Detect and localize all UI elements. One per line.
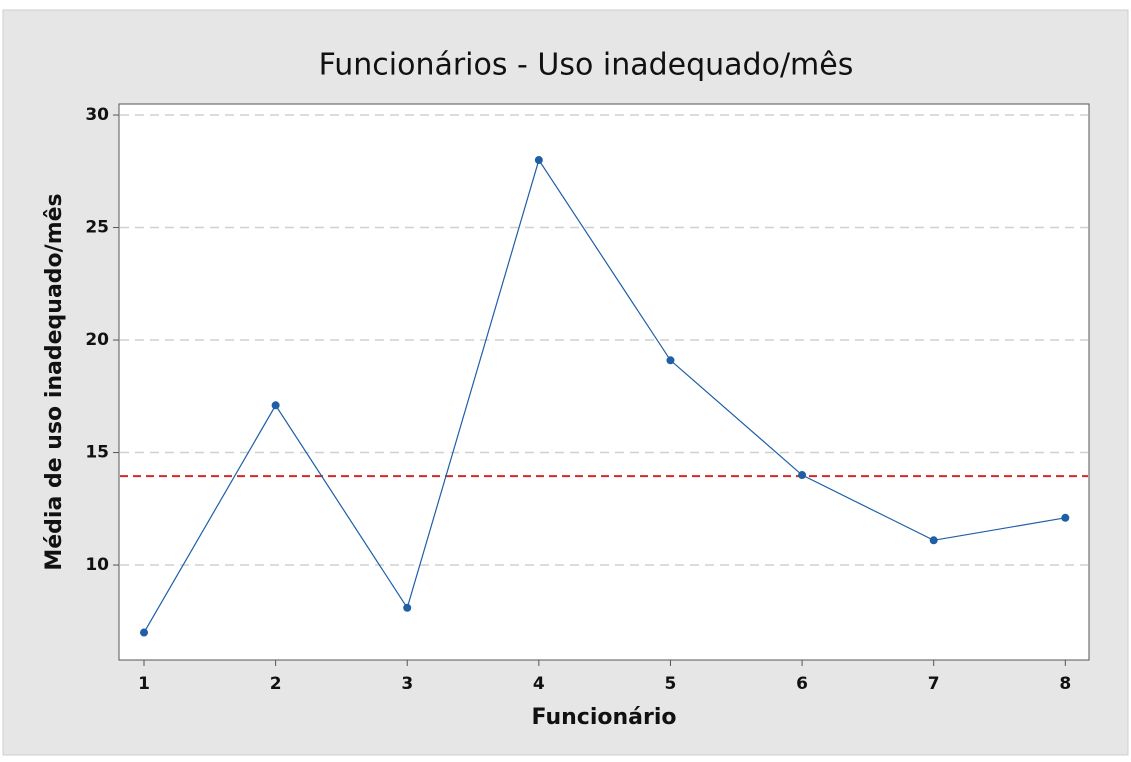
x-tick-label: 7 [928, 674, 940, 694]
data-point [271, 401, 280, 410]
x-axis-label: Funcionário [532, 705, 677, 730]
data-point [666, 356, 675, 365]
y-tick-label: 15 [85, 443, 109, 463]
data-point [403, 603, 412, 612]
y-axis-label: Média de uso inadequado/mês [42, 193, 67, 570]
data-point [1061, 513, 1070, 522]
plot-area [118, 103, 1090, 661]
data-point [929, 536, 938, 545]
y-tick-label: 25 [85, 218, 109, 238]
x-tick-label: 6 [796, 674, 808, 694]
data-point [534, 156, 543, 165]
x-tick-label: 1 [138, 674, 150, 694]
x-tick-label: 8 [1059, 674, 1071, 694]
y-tick-label: 20 [85, 330, 109, 350]
chart-title: Funcionários - Uso inadequado/mês [319, 48, 854, 83]
y-tick-label: 10 [85, 555, 109, 575]
data-point [798, 471, 807, 480]
data-line [143, 158, 1066, 633]
x-tick-label: 4 [533, 674, 545, 694]
x-tick-label: 5 [665, 674, 677, 694]
data-point [140, 628, 149, 637]
x-tick-label: 2 [270, 674, 282, 694]
x-tick-label: 3 [401, 674, 413, 694]
y-tick-label: 30 [85, 105, 109, 125]
